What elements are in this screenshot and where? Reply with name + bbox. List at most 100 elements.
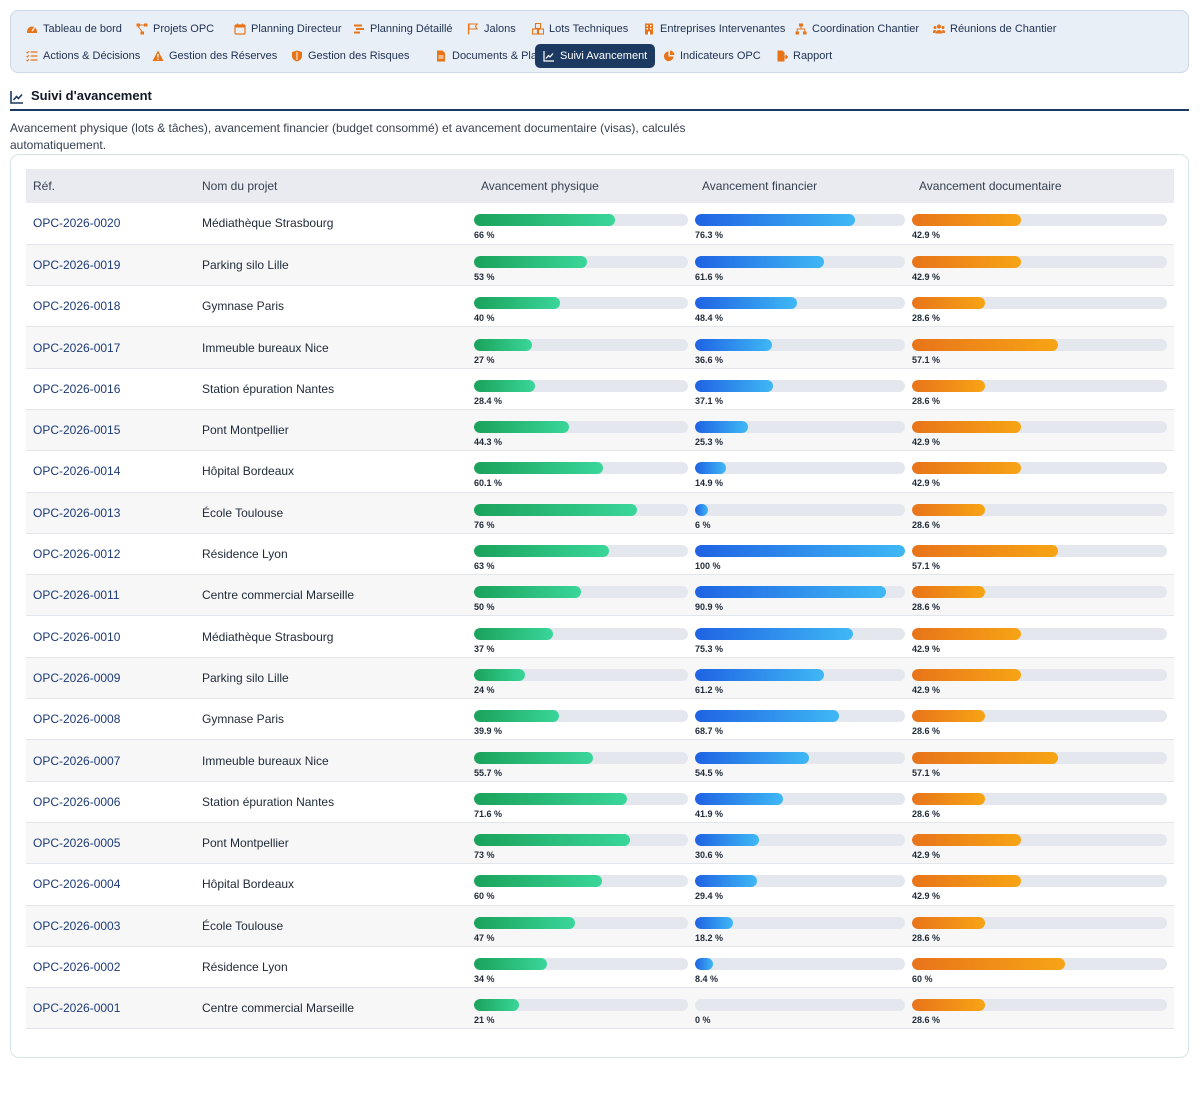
documentary-progress-value: 42.9 % <box>912 684 941 695</box>
flag-icon <box>467 23 479 35</box>
physical-progress-bar: 28.4 % <box>474 374 688 406</box>
nav-item-gestion-des-reserves[interactable]: Gestion des Réserves <box>144 44 285 68</box>
project-ref-link[interactable]: OPC-2026-0012 <box>26 533 195 576</box>
nav-item-entreprises-intervenantes[interactable]: Entreprises Intervenantes <box>635 17 793 41</box>
nav-item-coordination-chantier[interactable]: Coordination Chantier <box>787 17 927 41</box>
nav-item-indicateurs-opc[interactable]: Indicateurs OPC <box>655 44 769 68</box>
project-ref-link[interactable]: OPC-2026-0017 <box>26 326 195 369</box>
progress-track <box>695 668 905 681</box>
nav-item-jalons[interactable]: Jalons <box>459 17 524 41</box>
project-ref-link[interactable]: OPC-2026-0016 <box>26 368 195 410</box>
project-ref-link[interactable]: OPC-2026-0005 <box>26 822 195 865</box>
progress-fill <box>695 338 772 351</box>
progress-track <box>695 545 905 558</box>
project-name: École Toulouse <box>195 492 474 534</box>
nav-item-rapport[interactable]: Rapport <box>768 44 840 68</box>
nav-item-reunions-de-chantier[interactable]: Réunions de Chantier <box>925 17 1064 41</box>
financial-progress-bar: 36.6 % <box>695 333 905 365</box>
progress-track <box>912 710 1167 723</box>
nav-item-suivi-avancement[interactable]: Suivi Avancement <box>535 44 656 68</box>
documentary-progress-cell: 42.9 % <box>912 450 1174 493</box>
financial-progress-bar: 68.7 % <box>695 704 905 736</box>
table-row: OPC-2026-0006 Station épuration Nantes 71.… <box>26 781 1174 823</box>
documentary-progress-value: 42.9 % <box>912 850 941 861</box>
project-ref-link[interactable]: OPC-2026-0002 <box>26 946 195 989</box>
project-ref-link[interactable]: OPC-2026-0006 <box>26 781 195 823</box>
progress-track <box>912 875 1167 888</box>
physical-progress-bar: 21 % <box>474 993 688 1025</box>
financial-progress-bar: 14.9 % <box>695 456 905 488</box>
progress-track <box>695 214 905 227</box>
progress-fill <box>912 503 985 516</box>
table-row: OPC-2026-0007 Immeuble bureaux Nice 55.7 %… <box>26 739 1174 782</box>
documentary-progress-value: 28.6 % <box>912 932 941 943</box>
column-header-documentary-progress[interactable]: Avancement documentaire <box>912 169 1174 203</box>
list-check-icon <box>26 50 38 62</box>
project-ref-link[interactable]: OPC-2026-0010 <box>26 615 195 658</box>
physical-progress-cell: 50 % <box>474 574 695 617</box>
column-header-financial-progress[interactable]: Avancement financier <box>695 169 912 203</box>
documentary-progress-bar: 57.1 % <box>912 333 1167 365</box>
documentary-progress-cell: 42.9 % <box>912 615 1174 658</box>
financial-progress-cell: 100 % <box>695 533 912 576</box>
progress-track <box>474 462 688 475</box>
table-row: OPC-2026-0009 Parking silo Lille 24 % 61.2 … <box>26 657 1174 700</box>
nav-item-tableau-de-bord[interactable]: Tableau de bord <box>18 17 130 41</box>
project-ref-link[interactable]: OPC-2026-0003 <box>26 905 195 947</box>
project-ref-link[interactable]: OPC-2026-0008 <box>26 698 195 741</box>
project-ref-link[interactable]: OPC-2026-0007 <box>26 739 195 782</box>
project-ref-link[interactable]: OPC-2026-0020 <box>26 203 195 245</box>
financial-progress-cell: 14.9 % <box>695 450 912 493</box>
project-ref-link[interactable]: OPC-2026-0009 <box>26 657 195 700</box>
table-row: OPC-2026-0013 École Toulouse 76 % 6 % 28.6 % <box>26 492 1174 534</box>
progress-track <box>912 379 1167 392</box>
financial-progress-bar: 37.1 % <box>695 374 905 406</box>
documentary-progress-bar: 28.6 % <box>912 787 1167 819</box>
column-header-physical-progress[interactable]: Avancement physique <box>474 169 695 203</box>
nav-item-projets-opc[interactable]: Projets OPC <box>128 17 222 41</box>
documentary-progress-cell: 28.6 % <box>912 987 1174 1030</box>
nav-item-label: Planning Détaillé <box>370 23 453 35</box>
financial-progress-value: 29.4 % <box>695 891 724 902</box>
table-row: OPC-2026-0001 Centre commercial Marseille… <box>26 987 1174 1030</box>
progress-fill <box>474 916 575 929</box>
column-header-project-name[interactable]: Nom du projet <box>195 169 474 203</box>
progress-track <box>695 834 905 847</box>
physical-progress-value: 50 % <box>474 602 495 613</box>
financial-progress-value: 100 % <box>695 561 721 572</box>
progress-fill <box>695 586 886 599</box>
project-ref-link[interactable]: OPC-2026-0011 <box>26 574 195 617</box>
progress-fill <box>474 545 609 558</box>
nav-item-actions-and-decisions[interactable]: Actions & Décisions <box>18 44 148 68</box>
project-ref-link[interactable]: OPC-2026-0019 <box>26 244 195 287</box>
physical-progress-value: 34 % <box>474 973 495 984</box>
column-header-ref[interactable]: Réf. <box>26 169 195 203</box>
calendar-icon <box>234 23 246 35</box>
progress-fill <box>474 255 588 268</box>
project-ref-link[interactable]: OPC-2026-0013 <box>26 492 195 534</box>
nav-item-gestion-des-risques[interactable]: Gestion des Risques <box>283 44 418 68</box>
progress-track <box>912 834 1167 847</box>
nav-item-planning-detaille[interactable]: Planning Détaillé <box>345 17 461 41</box>
table-row: OPC-2026-0011 Centre commercial Marseille… <box>26 574 1174 617</box>
progress-track <box>912 503 1167 516</box>
documentary-progress-value: 60 % <box>912 973 933 984</box>
nav-item-documents-and-plans[interactable]: Documents & Plans <box>427 44 557 68</box>
progress-track <box>695 751 905 764</box>
nav-item-planning-directeur[interactable]: Planning Directeur <box>226 17 350 41</box>
shield-icon <box>291 50 303 62</box>
project-name: Résidence Lyon <box>195 533 474 576</box>
project-ref-link[interactable]: OPC-2026-0018 <box>26 285 195 328</box>
project-ref-link[interactable]: OPC-2026-0014 <box>26 450 195 493</box>
documentary-progress-value: 28.6 % <box>912 395 941 406</box>
progress-fill <box>474 999 519 1012</box>
financial-progress-value: 90.9 % <box>695 602 724 613</box>
physical-progress-bar: 34 % <box>474 952 688 984</box>
physical-progress-value: 71.6 % <box>474 808 503 819</box>
project-ref-link[interactable]: OPC-2026-0001 <box>26 987 195 1030</box>
nav-item-lots-techniques[interactable]: Lots Techniques <box>524 17 636 41</box>
project-ref-link[interactable]: OPC-2026-0004 <box>26 863 195 906</box>
progress-fill <box>474 462 603 475</box>
project-ref-link[interactable]: OPC-2026-0015 <box>26 409 195 452</box>
financial-progress-cell: 54.5 % <box>695 739 912 782</box>
